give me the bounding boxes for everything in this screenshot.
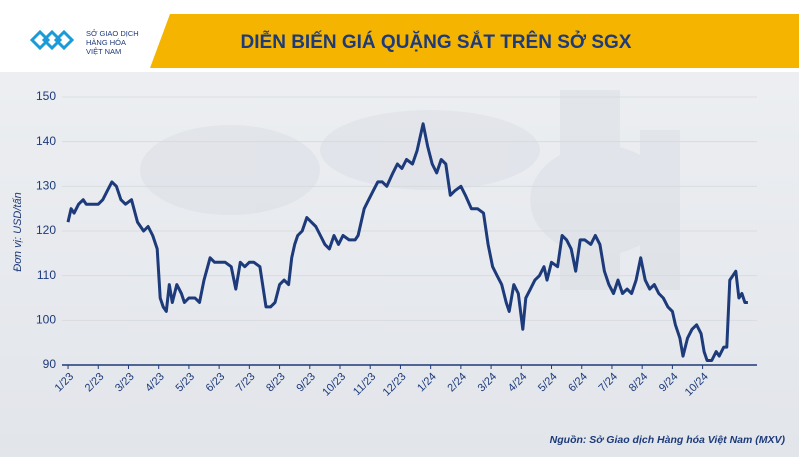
y-tick-label: 120 — [36, 223, 56, 237]
source: Nguồn: Sở Giao dịch Hàng hóa Việt Nam (M… — [550, 434, 786, 446]
price-line — [66, 122, 748, 362]
y-tick-label: 140 — [36, 134, 56, 148]
y-axis-label: Đơn vị: USD/tấn — [12, 192, 24, 271]
y-tick-label: 150 — [36, 89, 56, 103]
logo: SỞ GIAO DỊCH HÀNG HÓA VIỆT NAM — [14, 28, 139, 56]
y-tick-label: 130 — [36, 179, 56, 193]
title-bar — [150, 14, 799, 68]
background-map — [140, 90, 680, 290]
logo-text: VIỆT NAM — [86, 47, 121, 56]
y-tick-label: 110 — [37, 268, 56, 282]
chart-title: DIỄN BIẾN GIÁ QUẶNG SẮT TRÊN SỞ SGX — [241, 31, 632, 53]
logo-text: HÀNG HÓA — [86, 38, 126, 47]
y-tick-label: 90 — [43, 357, 57, 371]
logo-text: SỞ GIAO DỊCH — [86, 29, 139, 38]
y-tick-label: 100 — [36, 313, 56, 327]
